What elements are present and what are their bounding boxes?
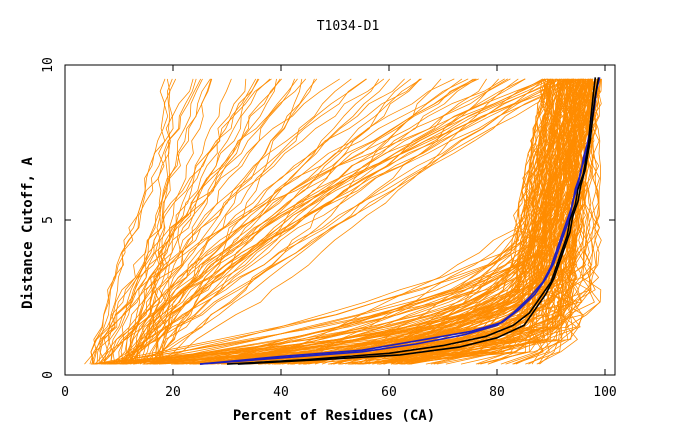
model-curve [123,78,526,365]
model-curve [154,78,421,365]
model-curve [130,78,476,365]
model-curve [329,78,550,365]
model-curve [536,78,601,365]
orange-line-bundle [84,78,602,365]
model-curve [112,78,575,365]
model-curve [89,78,469,365]
model-curve [109,78,560,365]
model-curve [217,78,592,365]
model-curve [409,78,593,365]
model-curve [260,78,546,365]
model-curve [109,78,553,365]
x-tick-label: 20 [165,385,181,400]
model-curve [140,78,421,365]
model-curve [144,78,526,365]
model-curve [156,78,487,365]
model-curve [98,78,380,365]
y-axis-ticks: 0 5 10 [41,57,615,379]
x-tick-label: 80 [489,385,505,400]
model-curve [90,78,202,365]
model-curve [110,78,385,365]
series-line-2 [199,77,601,365]
model-curve [101,78,573,365]
x-tick-label: 100 [593,385,616,400]
model-curve [104,78,546,365]
model-curve [157,78,557,365]
x-axis-label: Percent of Residues (CA) [233,408,435,424]
model-curve [102,78,211,365]
model-curve [103,78,568,365]
model-curve [407,78,591,365]
model-curve [98,78,260,365]
model-curve [126,78,463,365]
model-curve [271,78,565,365]
model-curve [378,78,566,365]
model-curve [120,78,247,365]
model-curve [107,78,177,365]
model-curve [142,78,572,365]
model-curve [112,78,232,365]
model-curve [127,78,271,365]
model-curve [149,78,303,365]
model-curve [538,78,585,365]
y-axis-label: Distance Cutoff, A [20,157,36,309]
model-curve [460,78,600,365]
model-curve [293,78,558,365]
model-curve [528,78,600,365]
model-curve [487,78,587,365]
model-curve [134,78,259,365]
x-tick-label: 60 [381,385,397,400]
model-curve [129,78,499,365]
model-curve [125,78,367,365]
model-curve [99,78,194,365]
series-line-4 [237,77,600,365]
model-curve [133,78,213,365]
model-curve [436,78,583,365]
series-line-3 [226,77,597,365]
model-curve [347,78,597,365]
model-curve [193,78,554,365]
model-curve [139,78,548,365]
y-tick-label: 5 [41,216,56,224]
model-curve [351,78,573,365]
model-curve [210,78,557,365]
model-curve [399,78,559,365]
x-tick-label: 0 [61,385,69,400]
chart-title: T1034-D1 [317,19,380,34]
model-curve [500,78,595,365]
model-curve [308,78,592,365]
model-curve [155,78,282,365]
model-curve [111,78,565,365]
model-curve [127,78,477,365]
model-curve [122,78,367,365]
model-curve [99,78,272,365]
model-curve [96,78,307,365]
x-tick-label: 40 [273,385,289,400]
highlighted-series [199,77,601,365]
x-axis-ticks: 0 20 40 60 80 100 [61,65,617,400]
y-tick-label: 0 [41,371,56,379]
model-curve [125,78,543,365]
model-curve [124,78,203,365]
y-tick-label: 10 [41,57,56,73]
model-curve [149,78,519,365]
model-curve [123,78,391,365]
